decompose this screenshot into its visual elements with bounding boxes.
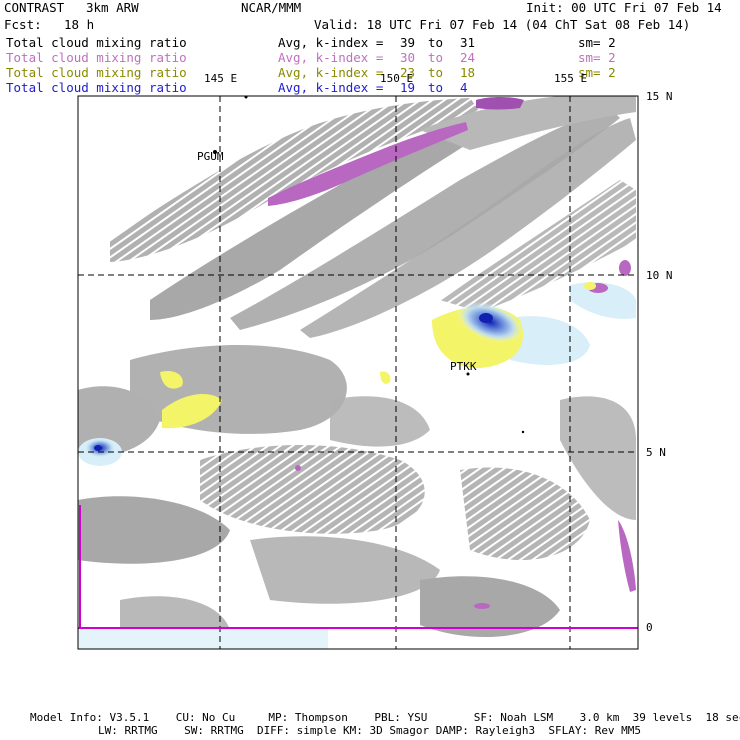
high-cloud-patch xyxy=(250,536,440,604)
product-title: CONTRAST xyxy=(4,0,65,15)
field-k-from: 39 xyxy=(400,35,416,50)
lat-label: 10 N xyxy=(646,269,673,282)
field-k-to: 24 xyxy=(460,50,476,65)
lat-label: 15 N xyxy=(646,90,673,103)
field-k-to: 4 xyxy=(460,80,468,95)
lat-label: 5 N xyxy=(646,446,666,459)
low-cloud-patch xyxy=(380,371,391,384)
low-cloud-patch xyxy=(160,370,183,389)
high-cloud-band xyxy=(110,98,480,262)
deep-cloud-core xyxy=(94,445,102,451)
mid-cloud-patch xyxy=(474,603,490,609)
field-k-from: 30 xyxy=(400,50,416,65)
station-label: PGUM xyxy=(197,150,224,163)
station-label: PTKK xyxy=(450,360,477,373)
station-marker xyxy=(213,150,217,154)
high-cloud-band xyxy=(150,110,500,320)
field-stat: Avg, k-index = xyxy=(278,35,384,50)
field-to: to xyxy=(428,50,444,65)
field-stat: Avg, k-index = xyxy=(278,65,384,80)
high-cloud-patch xyxy=(78,496,230,564)
high-cloud-patch xyxy=(200,445,425,534)
cloud-fields xyxy=(78,96,636,649)
high-cloud-band xyxy=(230,108,620,330)
field-name: Total cloud mixing ratio xyxy=(6,65,187,80)
valid-time: Valid: 18 UTC Fri 07 Feb 14 (04 ChT Sat … xyxy=(314,17,691,32)
high-cloud-band xyxy=(440,180,636,312)
mid-cloud-band xyxy=(268,122,468,206)
thin-cloud-patch xyxy=(570,282,636,319)
lon-label: 150 E xyxy=(380,72,414,85)
high-cloud-patch xyxy=(420,576,560,637)
high-cloud-patch xyxy=(460,467,590,560)
high-cloud-band xyxy=(420,96,636,150)
field-k-from: 23 xyxy=(400,65,416,80)
low-cloud-patch xyxy=(162,394,222,429)
field-name: Total cloud mixing ratio xyxy=(6,35,187,50)
station-marker xyxy=(521,430,525,434)
thin-cloud-patch xyxy=(78,628,328,649)
mid-cloud-patch xyxy=(295,465,301,471)
low-cloud-patch xyxy=(584,282,596,290)
fcst-label: Fcst: xyxy=(4,17,42,32)
field-sm: sm= 2 xyxy=(578,50,616,65)
model-name: 3km ARW xyxy=(86,0,139,15)
field-k-to: 31 xyxy=(460,35,476,50)
thin-cloud-patch xyxy=(500,316,590,365)
field-stat: Avg, k-index = xyxy=(278,50,384,65)
high-cloud-patch xyxy=(330,396,430,447)
field-name: Total cloud mixing ratio xyxy=(6,80,187,95)
lon-label: 145 E xyxy=(204,72,238,85)
field-k-from: 19 xyxy=(400,80,416,95)
model-physics-line: LW: RRTMG SW: RRTMG DIFF: simple KM: 3D … xyxy=(98,724,642,737)
field-stat: Avg, k-index = xyxy=(278,80,384,95)
high-cloud-patch xyxy=(560,396,636,520)
mid-cloud-patch xyxy=(619,260,631,276)
field-sm: sm= 2 xyxy=(578,65,616,80)
lon-label: 155 E xyxy=(554,72,588,85)
mid-cloud-band xyxy=(476,97,524,110)
field-to: to xyxy=(428,65,444,80)
field-sm: sm= 2 xyxy=(578,35,616,50)
fcst-value: 18 h xyxy=(64,17,95,32)
station-marker xyxy=(244,95,248,99)
high-cloud-band xyxy=(300,118,636,338)
deep-cloud-core xyxy=(479,313,493,323)
mid-cloud-patch xyxy=(618,520,636,592)
field-to: to xyxy=(428,80,444,95)
init-time: Init: 00 UTC Fri 07 Feb 14 xyxy=(526,0,722,15)
lat-label: 0 xyxy=(646,621,653,634)
model-info-line: Model Info: V3.5.1 CU: No Cu MP: Thompso… xyxy=(30,711,740,724)
map-frame xyxy=(77,95,639,650)
field-to: to xyxy=(428,35,444,50)
center-name: NCAR/MMM xyxy=(241,0,302,15)
field-k-to: 18 xyxy=(460,65,476,80)
station-marker xyxy=(466,372,470,376)
field-name: Total cloud mixing ratio xyxy=(6,50,187,65)
